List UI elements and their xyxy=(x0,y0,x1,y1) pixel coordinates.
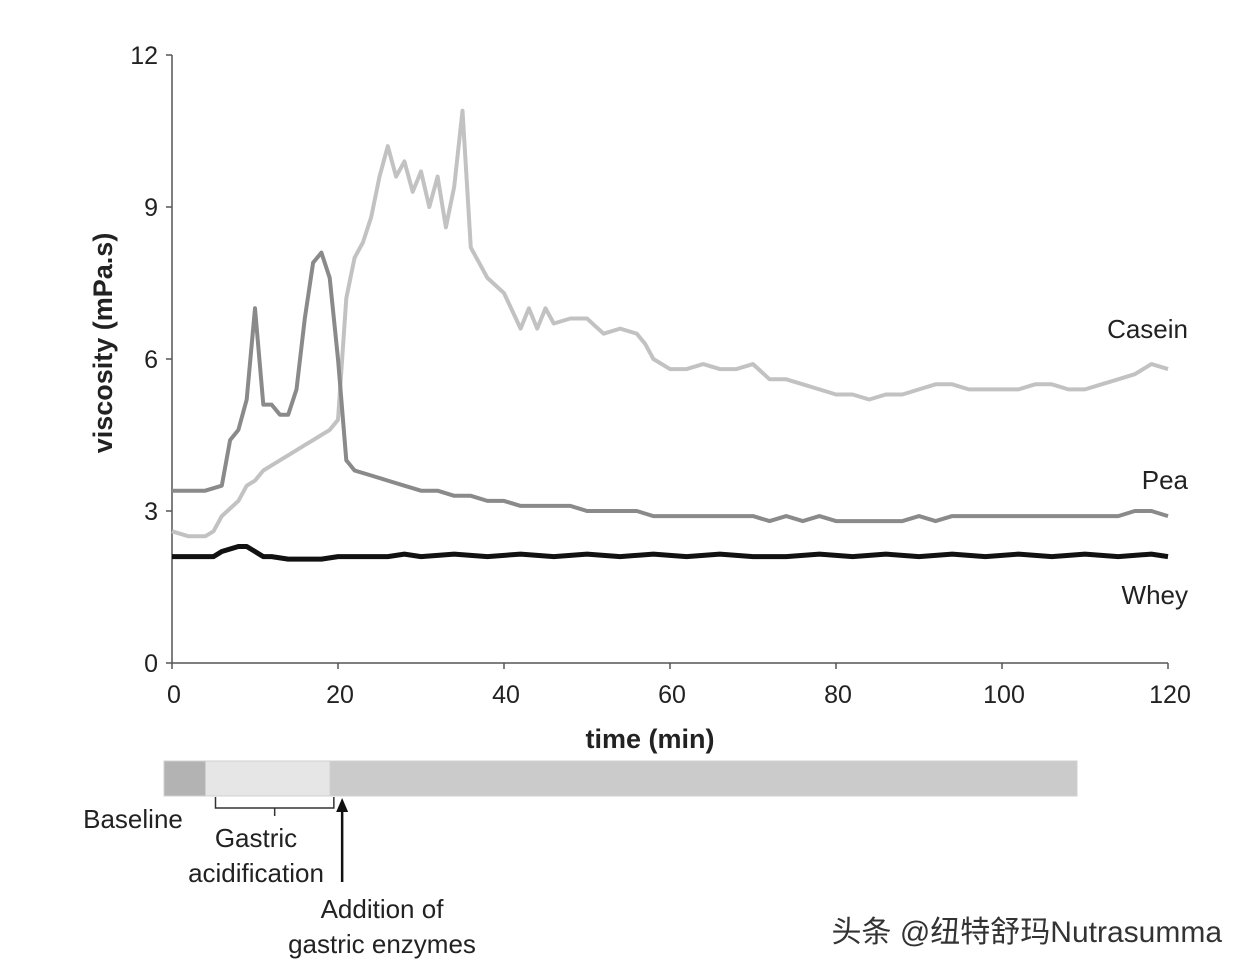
y-tick-label: 12 xyxy=(130,42,158,70)
x-tick-label: 40 xyxy=(492,681,520,709)
enzyme-arrow-head xyxy=(336,798,349,812)
label-gastric-enzymes: gastric enzymes xyxy=(288,929,476,959)
label-addition-of: Addition of xyxy=(321,894,445,924)
x-tick-label: 100 xyxy=(983,681,1025,709)
series-label-pea: Pea xyxy=(1142,465,1189,495)
series-line-whey xyxy=(172,544,1169,562)
y-tick-label: 9 xyxy=(144,194,158,222)
x-tick-label: 20 xyxy=(326,681,354,709)
x-tick-label: 80 xyxy=(824,681,852,709)
y-axis-title: viscosity (mPa.s) xyxy=(88,233,118,454)
series-label-casein: Casein xyxy=(1107,314,1188,344)
series-line-pea xyxy=(172,250,1169,524)
timeline-bar: Baseline Gastric acidification Addition of g… xyxy=(83,760,1078,959)
series-line-casein xyxy=(171,108,1169,539)
x-tick-label: 120 xyxy=(1149,681,1191,709)
timeline-segment xyxy=(329,760,1078,797)
x-axis-title: time (min) xyxy=(585,724,714,754)
x-tick-label: 0 xyxy=(167,681,181,709)
label-gastric: Gastric xyxy=(215,823,297,853)
x-tick-label: 60 xyxy=(658,681,686,709)
label-baseline: Baseline xyxy=(83,804,183,834)
series-label-whey: Whey xyxy=(1122,580,1188,610)
acidification-bracket xyxy=(214,797,335,816)
timeline-segment xyxy=(205,760,331,797)
y-tick-label: 0 xyxy=(144,650,158,678)
watermark-text: 头条 @纽特舒玛Nutrasumma xyxy=(832,916,1223,949)
y-tick-label: 3 xyxy=(144,498,158,526)
labels-layer: Casein Pea Whey xyxy=(1107,314,1188,610)
series-layer xyxy=(171,108,1169,562)
y-tick-label: 6 xyxy=(144,346,158,374)
label-acidification: acidification xyxy=(188,858,324,888)
